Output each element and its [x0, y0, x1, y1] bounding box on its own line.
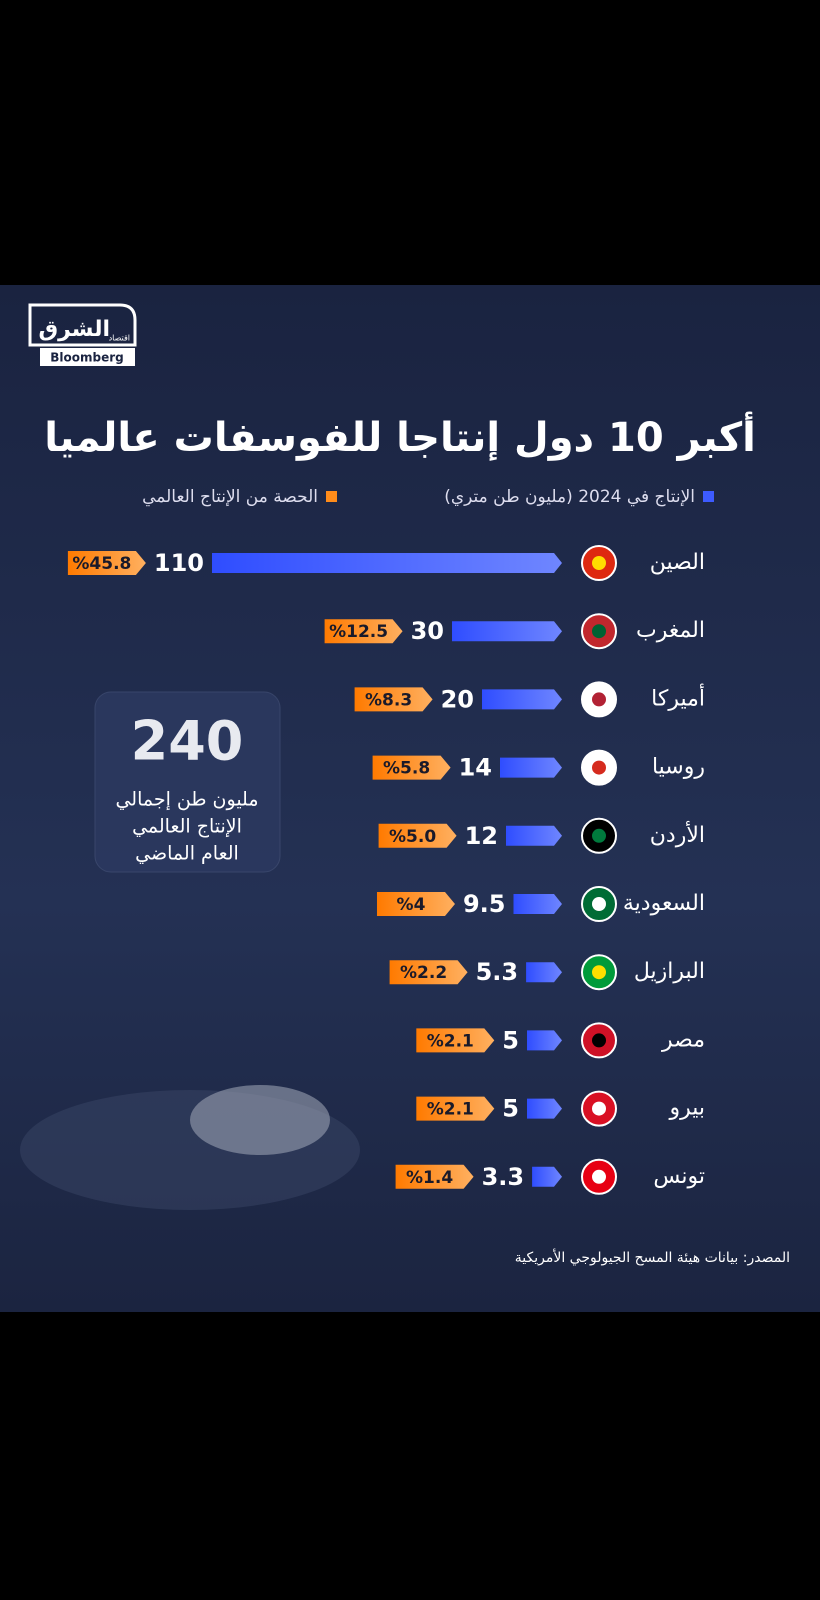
flag-emblem — [592, 624, 606, 639]
flag-emblem — [592, 556, 606, 570]
bar — [500, 757, 562, 778]
category-label: روسيا — [652, 755, 705, 780]
share-tag — [416, 1028, 495, 1053]
share-label: %45.8 — [72, 554, 131, 574]
granules — [190, 1085, 330, 1155]
category-label: البرازيل — [634, 959, 705, 984]
share-tag — [67, 551, 146, 575]
share-label: %2.2 — [400, 963, 447, 983]
bar — [532, 1166, 562, 1187]
bar — [513, 894, 562, 914]
category-label: تونس — [653, 1164, 705, 1189]
callout-box — [94, 691, 281, 873]
value-label: 9.5 — [463, 890, 506, 918]
value-label: 30 — [411, 617, 444, 645]
category-label: أميركا — [651, 683, 705, 711]
flag-emblem — [592, 760, 606, 775]
value-label: 20 — [441, 685, 474, 713]
flag-emblem — [592, 828, 606, 843]
flag-emblem — [592, 1101, 606, 1116]
category-label: مصر — [661, 1027, 705, 1052]
share-label: %4 — [397, 895, 426, 915]
share-label: %8.3 — [365, 690, 412, 710]
category-label: الصين — [650, 550, 705, 575]
category-label: بيرو — [668, 1096, 705, 1121]
logo-frame — [28, 303, 137, 347]
bar — [452, 621, 562, 642]
value-label: 3.3 — [482, 1163, 525, 1191]
callout-line: الإنتاج العالمي — [132, 816, 242, 838]
legend-label: الإنتاج في 2024 (مليون طن متري) — [444, 487, 695, 507]
callout-line: العام الماضي — [135, 843, 239, 865]
legend-label: الحصة من الإنتاج العالمي — [142, 487, 318, 507]
share-tag — [376, 892, 455, 916]
share-tag — [395, 1164, 474, 1189]
logo-brand: Bloomberg — [50, 351, 124, 365]
value-label: 12 — [465, 822, 498, 850]
share-tag — [372, 755, 451, 780]
legend-swatch — [326, 491, 337, 502]
bar — [506, 825, 562, 846]
value-label: 14 — [459, 754, 492, 782]
flag-emblem — [592, 1169, 606, 1184]
callout-line: مليون طن إجمالي — [115, 789, 258, 812]
value-label: 5 — [502, 1026, 519, 1054]
flag-emblem — [592, 692, 606, 707]
share-tag — [354, 687, 433, 712]
value-label: 5.3 — [476, 958, 519, 986]
share-tag — [416, 1096, 495, 1121]
bar — [527, 1030, 562, 1051]
share-tag — [324, 619, 403, 644]
flag-emblem — [592, 1033, 606, 1048]
share-label: %2.1 — [427, 1031, 474, 1051]
logo-bar — [40, 348, 135, 366]
legend-swatch — [703, 491, 714, 502]
share-label: %5.0 — [389, 827, 436, 847]
category-label: الأردن — [650, 821, 705, 848]
bar — [526, 962, 562, 983]
share-tag — [378, 823, 457, 848]
logo-sub: اقتصاد — [109, 334, 130, 343]
flag-emblem — [592, 897, 606, 911]
logo-name: الشرق — [38, 317, 110, 342]
share-label: %1.4 — [406, 1168, 453, 1188]
share-label: %2.1 — [427, 1100, 474, 1120]
share-label: %12.5 — [329, 622, 388, 642]
flag-emblem — [592, 965, 606, 980]
chart-title: أكبر 10 دول إنتاجا للفوسفات عالميا — [44, 411, 756, 461]
category-label: المغرب — [636, 618, 705, 643]
bar — [482, 689, 562, 710]
callout-value: 240 — [131, 710, 244, 773]
value-label: 110 — [154, 549, 204, 577]
bar — [212, 553, 562, 573]
share-label: %5.8 — [383, 759, 430, 779]
category-label: السعودية — [623, 891, 705, 916]
share-tag — [389, 960, 468, 985]
source: المصدر: بيانات هيئة المسح الجيولوجي الأم… — [515, 1248, 790, 1266]
bar — [527, 1098, 562, 1119]
value-label: 5 — [502, 1095, 519, 1123]
